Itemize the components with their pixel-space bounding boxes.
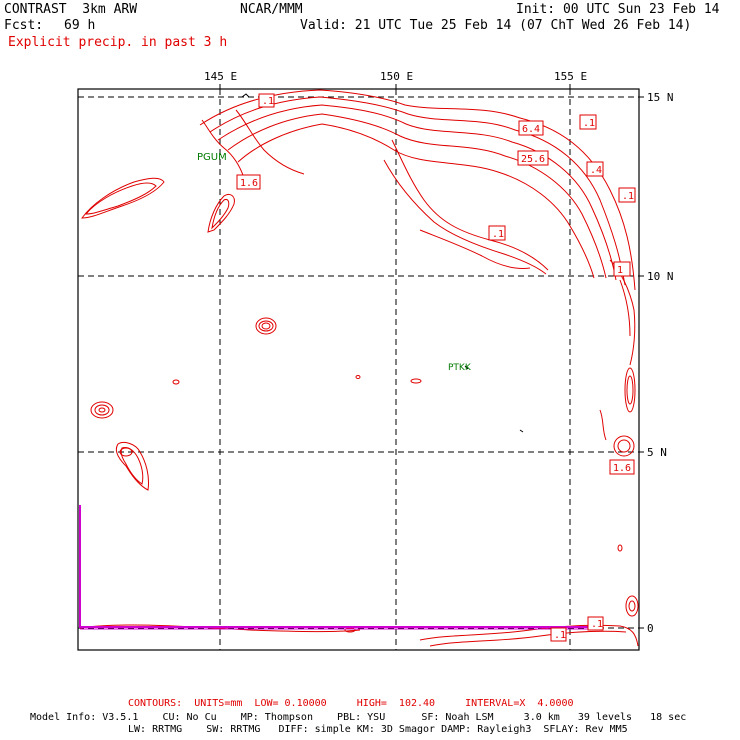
map-frame <box>77 88 640 651</box>
lat-label-10n: 10 N <box>647 270 674 283</box>
lon-label-150: 150 E <box>380 70 413 83</box>
model-info-line-2: LW: RRTMG SW: RRTMG DIFF: simple KM: 3D … <box>128 724 628 735</box>
contour-label-box <box>579 114 597 130</box>
lon-label-145: 145 E <box>204 70 237 83</box>
lat-label-5n: 5 N <box>647 446 667 459</box>
field-title: Explicit precip. in past 3 h <box>8 35 228 50</box>
station-ptkk: PTKK <box>448 363 472 373</box>
contour-label-box <box>518 120 544 136</box>
domain-boundary <box>79 505 600 628</box>
lat-label-0: 0 <box>647 622 654 635</box>
contour-label: .4 <box>590 165 602 176</box>
contour-label: 6.4 <box>522 124 540 135</box>
island-marker-2 <box>464 365 469 370</box>
contour-label-box <box>550 627 567 642</box>
contour-label-box <box>618 187 636 203</box>
forecast-label: Fcst: <box>4 18 44 33</box>
contour-label-box <box>258 93 275 108</box>
island-marker-3 <box>519 429 524 433</box>
forecast-hour: 69 h <box>64 18 96 33</box>
contour-label: .1 <box>554 630 566 641</box>
contour-label: .1 <box>583 118 595 129</box>
contour-label: 1.6 <box>240 178 258 189</box>
precip-contours <box>79 89 639 647</box>
contour-arc-outer <box>199 89 636 291</box>
model-name: CONTRAST 3km ARW <box>4 2 138 17</box>
center-name: NCAR/MMM <box>240 2 303 17</box>
tick-marks <box>219 84 644 629</box>
init-time: Init: 00 UTC Sun 23 Feb 14 <box>516 2 720 17</box>
model-info-line-1: Model Info: V3.5.1 CU: No Cu MP: Thompso… <box>30 712 687 723</box>
contour-label: 1.6 <box>613 463 631 474</box>
station-pgum: PGUM <box>197 152 227 163</box>
contour-label-box <box>488 225 506 241</box>
contour-label-box <box>236 174 261 190</box>
lon-label-155: 155 E <box>554 70 587 83</box>
contours-info: CONTOURS: UNITS=mm LOW= 0.10000 HIGH= 10… <box>128 698 574 709</box>
valid-time: Valid: 21 UTC Tue 25 Feb 14 (07 ChT Wed … <box>300 18 692 33</box>
contour-label-box <box>587 616 604 631</box>
contour-label-box <box>586 161 604 177</box>
contour-label: 25.6 <box>521 154 545 165</box>
lat-lon-grid <box>78 89 639 650</box>
contour-label: .1 <box>492 229 504 240</box>
contour-label-box <box>517 150 549 166</box>
contour-label: .1 <box>591 619 603 630</box>
contour-label-box <box>613 261 631 277</box>
contour-label: .1 <box>622 191 634 202</box>
contour-label: .1 <box>262 96 274 107</box>
contour-label-box <box>609 459 635 475</box>
lat-label-15n: 15 N <box>647 91 674 104</box>
island-marker <box>241 93 250 98</box>
contour-label: 1 <box>617 265 623 276</box>
